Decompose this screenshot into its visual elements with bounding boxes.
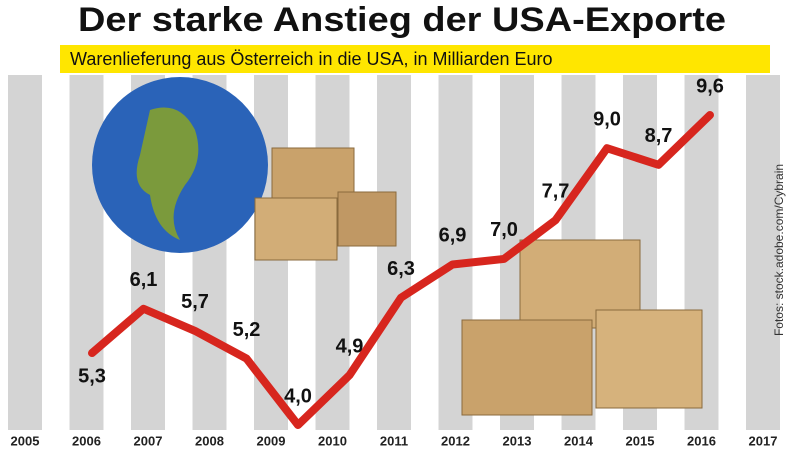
x-tick-label: 2017 — [749, 433, 778, 448]
globe-land — [136, 107, 199, 240]
subtitle-bar — [60, 45, 770, 73]
x-tick-label: 2006 — [72, 433, 101, 448]
x-tick-label: 2011 — [380, 433, 408, 448]
chart-title: Der starke Anstieg der USA-Exporte — [78, 1, 726, 39]
stripe — [377, 75, 411, 430]
x-tick-label: 2009 — [257, 433, 286, 448]
value-label: 8,7 — [645, 125, 673, 147]
value-label: 7,0 — [490, 219, 518, 241]
value-label: 4,9 — [336, 335, 364, 357]
box — [254, 197, 338, 261]
box — [337, 191, 397, 247]
value-label: 6,9 — [439, 225, 467, 247]
value-label: 9,0 — [593, 108, 621, 130]
x-tick-label: 2010 — [318, 433, 347, 448]
photo-credit: Fotos: stock.adobe.com/Cybrain — [772, 164, 786, 336]
illustration — [92, 77, 703, 416]
x-tick-label: 2015 — [626, 433, 655, 448]
chart-subtitle: Warenlieferung aus Österreich in die USA… — [70, 49, 553, 69]
box — [595, 309, 703, 409]
x-tick-label: 2012 — [441, 433, 470, 448]
box — [461, 319, 593, 416]
value-label: 5,7 — [181, 291, 209, 313]
value-label: 5,3 — [78, 365, 106, 387]
value-label: 5,2 — [233, 319, 261, 341]
x-tick-label: 2016 — [687, 433, 716, 448]
data-line — [88, 111, 714, 429]
x-tick-label: 2013 — [503, 433, 532, 448]
value-label: 6,3 — [387, 258, 415, 280]
value-label: 4,0 — [284, 385, 312, 407]
value-label: 7,7 — [542, 180, 570, 202]
value-label: 9,6 — [696, 75, 724, 97]
x-tick-label: 2008 — [195, 433, 224, 448]
x-tick-label: 2005 — [11, 433, 40, 448]
box — [271, 147, 355, 201]
stripe — [8, 75, 42, 430]
x-tick-label: 2014 — [564, 433, 594, 448]
stripe — [746, 75, 780, 430]
x-tick-label: 2007 — [134, 433, 163, 448]
value-label: 6,1 — [130, 269, 158, 291]
